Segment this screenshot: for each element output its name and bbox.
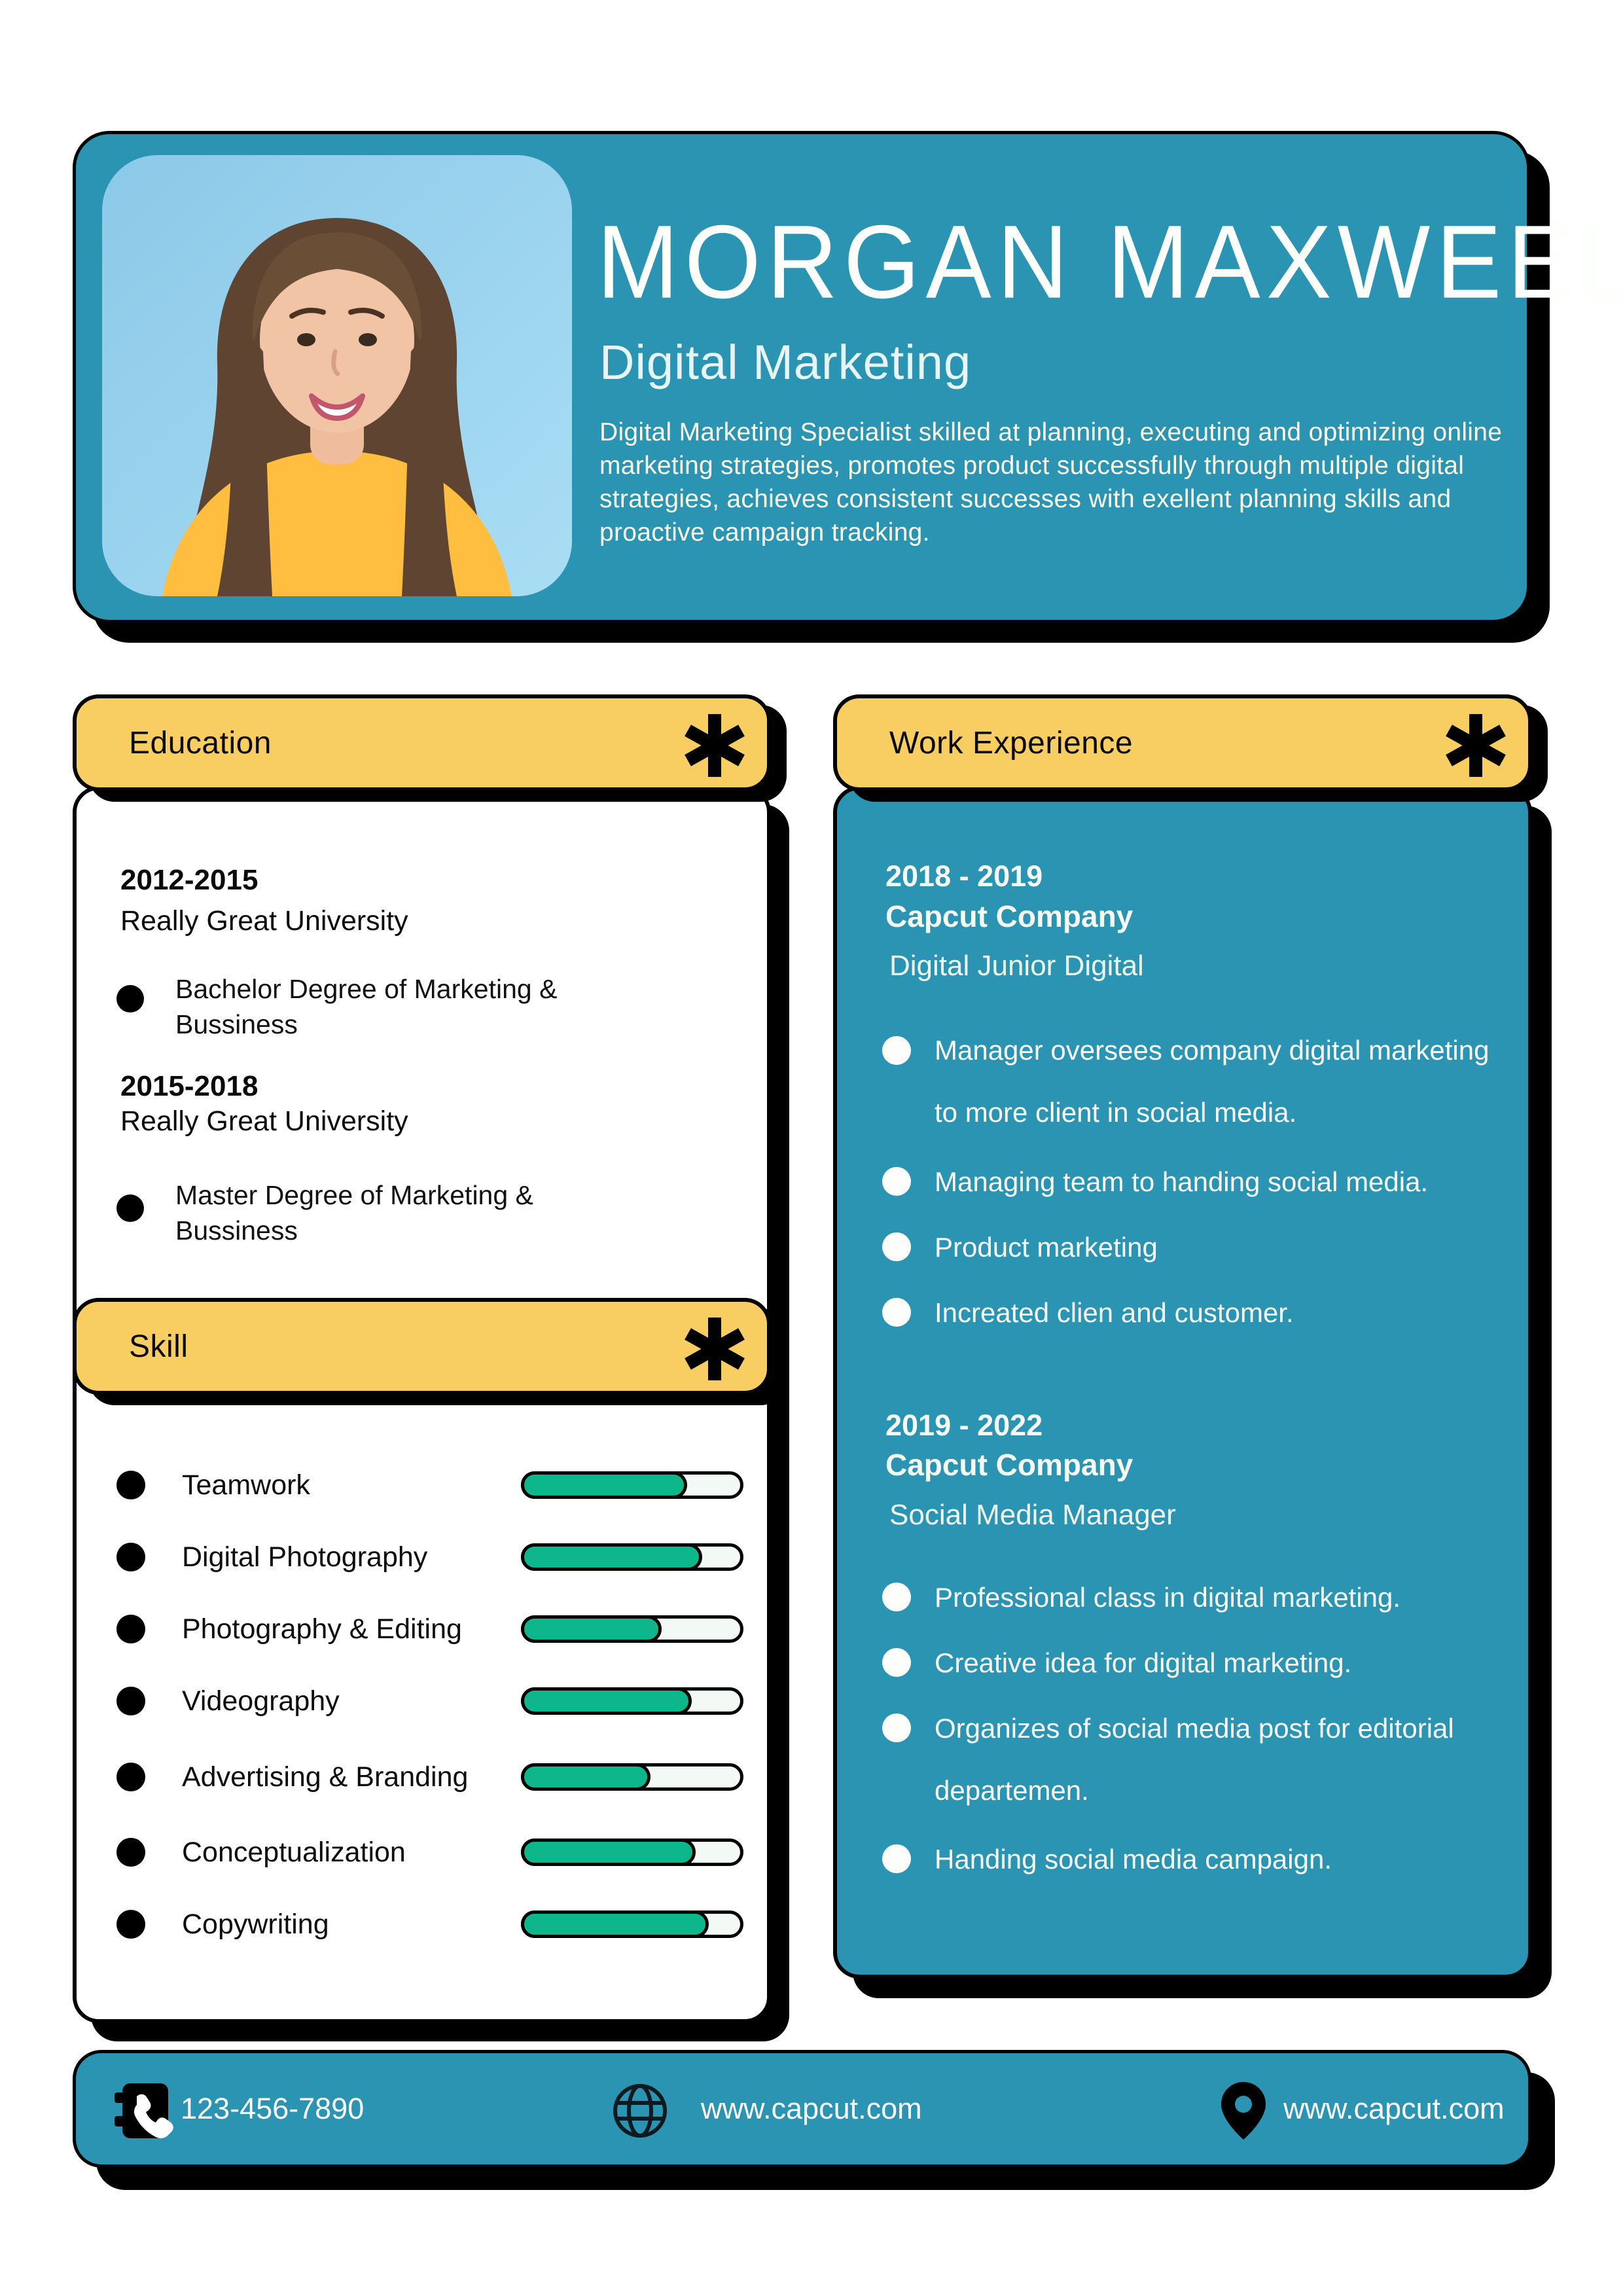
website-url: www.capcut.com	[701, 2092, 922, 2125]
skill-row: Teamwork	[73, 1465, 771, 1505]
skill-progress-fill	[521, 1839, 696, 1866]
skill-label: Digital Photography	[182, 1541, 428, 1573]
skill-row: Conceptualization	[73, 1833, 771, 1872]
work-bullet: Professional class in digital marketing.	[935, 1582, 1400, 1613]
education-period: 2015-2018	[120, 1070, 259, 1102]
skill-label: Photography & Editing	[182, 1613, 462, 1645]
work-period: 2019 - 2022	[885, 1408, 1043, 1442]
bullet-dot	[116, 1838, 145, 1867]
bullet-dot	[882, 1713, 911, 1742]
globe-icon	[613, 2084, 667, 2138]
left-column: Education 2012-2015 Really Great Univers…	[73, 694, 771, 2023]
location-url: www.capcut.com	[1283, 2092, 1505, 2125]
bullet-dot	[116, 1471, 145, 1499]
skill-progress-track	[521, 1910, 743, 1938]
skill-progress-fill	[521, 1615, 662, 1643]
skill-progress-fill	[521, 1910, 709, 1938]
education-school: Really Great University	[120, 1105, 408, 1137]
skill-progress-track	[521, 1615, 743, 1643]
name-heading: MORGAN MAXWEEL	[597, 203, 1623, 320]
profile-photo	[102, 155, 572, 596]
skill-progress-track	[521, 1763, 743, 1791]
skill-row: Photography & Editing	[73, 1609, 771, 1649]
skill-label: Advertising & Branding	[182, 1761, 469, 1793]
bullet-dot	[116, 1687, 145, 1715]
bullet-dot	[882, 1298, 911, 1327]
asterisk-icon	[685, 1318, 745, 1380]
work-bullet: Manager oversees company digital marketi…	[935, 1035, 1489, 1128]
work-card-body	[833, 786, 1532, 1979]
work-company: Capcut Company	[885, 1448, 1133, 1482]
work-period: 2018 - 2019	[885, 859, 1043, 893]
map-pin-icon	[1221, 2082, 1266, 2140]
bullet-dot	[882, 1583, 911, 1611]
skill-row: Digital Photography	[73, 1537, 771, 1577]
bullet-dot	[116, 1615, 145, 1643]
bullet-dot	[882, 1844, 911, 1873]
skill-label: Teamwork	[182, 1469, 310, 1501]
skill-label: Conceptualization	[182, 1836, 406, 1868]
skill-progress-fill	[521, 1471, 688, 1499]
work-role: Digital Junior Digital	[889, 950, 1144, 982]
profile-photo-illustration	[102, 155, 572, 596]
skill-progress-fill	[521, 1763, 651, 1791]
work-bullet: Handing social media campaign.	[935, 1844, 1332, 1874]
education-school: Really Great University	[120, 905, 408, 937]
skill-label: Videography	[182, 1685, 340, 1717]
bullet-dot	[116, 1194, 144, 1222]
skill-progress-track	[521, 1543, 743, 1571]
work-experience-column: Work Experience 2018 - 2019 Capcut Compa…	[833, 694, 1532, 2023]
work-bullet: Increated clien and customer.	[935, 1297, 1294, 1328]
skill-section-header: Skill	[73, 1298, 771, 1395]
education-period: 2012-2015	[120, 864, 259, 896]
work-section-header: Work Experience	[833, 694, 1532, 791]
work-bullet: Product marketing	[935, 1232, 1158, 1263]
bullet-dot	[882, 1036, 911, 1065]
skill-progress-track	[521, 1687, 743, 1715]
work-heading: Work Experience	[889, 725, 1133, 761]
education-degree: Bachelor Degree of Marketing & Bussiness	[175, 974, 558, 1039]
skill-progress-track	[521, 1839, 743, 1866]
work-bullet: Managing team to handing social media.	[935, 1166, 1429, 1197]
skill-label: Copywriting	[182, 1908, 329, 1940]
skill-heading: Skill	[129, 1329, 188, 1364]
work-role: Social Media Manager	[889, 1499, 1176, 1531]
header-card: MORGAN MAXWEEL Digital Marketing Digital…	[73, 131, 1623, 623]
education-skill-card-body	[73, 786, 771, 2023]
asterisk-icon	[1446, 714, 1506, 777]
education-degree: Master Degree of Marketing & Bussiness	[175, 1180, 533, 1246]
bullet-dot	[116, 985, 144, 1013]
bullet-dot	[882, 1648, 911, 1677]
phone-icon	[115, 2083, 173, 2138]
work-bullet: Creative idea for digital marketing.	[935, 1647, 1352, 1678]
skill-row: Advertising & Branding	[73, 1757, 771, 1797]
education-heading: Education	[129, 725, 272, 761]
skill-progress-fill	[521, 1543, 703, 1571]
skill-row: Copywriting	[73, 1905, 771, 1944]
skill-row: Videography	[73, 1681, 771, 1721]
work-company: Capcut Company	[885, 899, 1133, 933]
footer-bar: 123-456-7890 www.capcut.com www.capcut.c…	[73, 2050, 1531, 2168]
skill-progress-track	[521, 1471, 743, 1499]
phone-number: 123-456-7890	[181, 2092, 365, 2125]
bullet-dot	[882, 1167, 911, 1196]
asterisk-icon	[685, 714, 745, 777]
bullet-dot	[882, 1232, 911, 1261]
job-title: Digital Marketing	[599, 335, 972, 389]
skill-progress-fill	[521, 1687, 692, 1715]
education-section-header: Education	[73, 694, 771, 791]
bullet-dot	[116, 1910, 145, 1939]
bullet-dot	[116, 1543, 145, 1571]
summary-paragraph: Digital Marketing Specialist skilled at …	[599, 418, 1503, 547]
work-bullet: Organizes of social media post for edito…	[935, 1713, 1454, 1806]
bullet-dot	[116, 1763, 145, 1791]
